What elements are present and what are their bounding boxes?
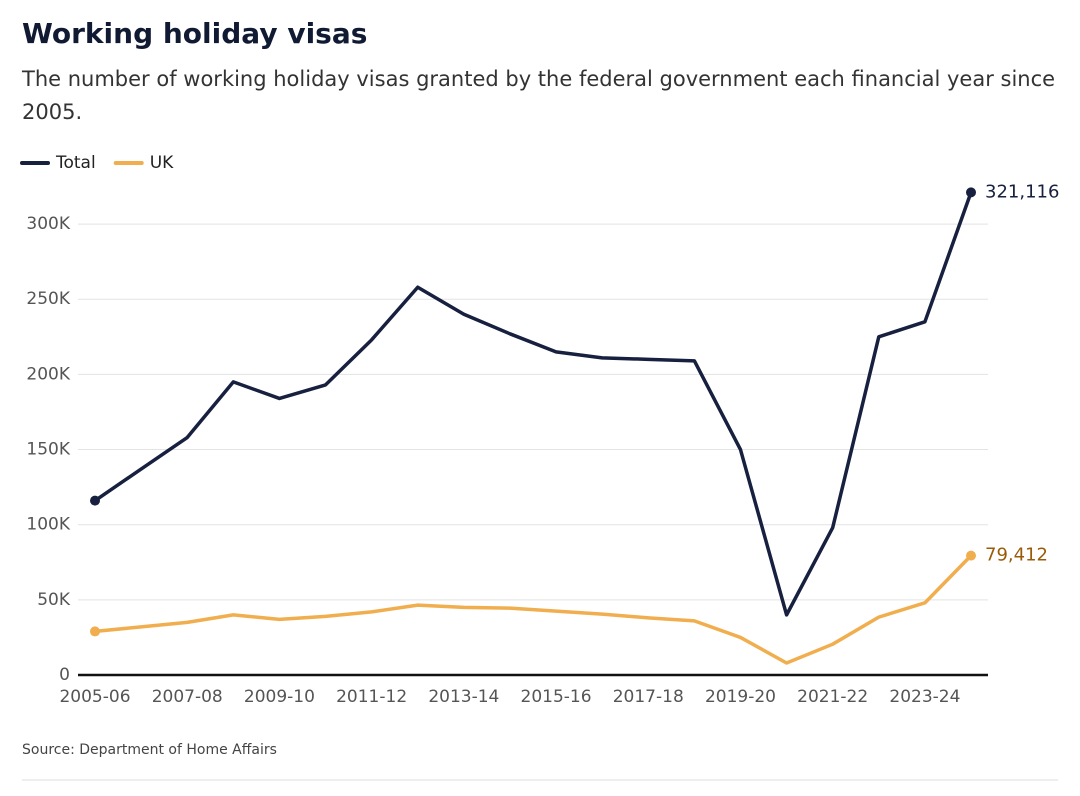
- x-tick-label: 2009-10: [244, 687, 315, 707]
- value-label: 321,116: [985, 181, 1059, 202]
- x-tick-label: 2021-22: [797, 687, 868, 707]
- chart-title: Working holiday visas: [22, 17, 367, 50]
- chart-subtitle: 2005.: [22, 100, 82, 124]
- chart-subtitle: The number of working holiday visas gran…: [21, 67, 1055, 91]
- line: [94, 191, 973, 617]
- x-tick-label: 2011-12: [336, 687, 407, 707]
- legend-label: UK: [150, 153, 174, 173]
- value-label: 79,412: [985, 545, 1048, 566]
- x-tick-label: 2017-18: [613, 687, 684, 707]
- point: [966, 187, 976, 198]
- x-tick-label: 2005-06: [59, 687, 130, 707]
- y-tick-label: 50K: [37, 590, 71, 610]
- x-tick-label: 2019-20: [705, 687, 776, 707]
- line: [94, 554, 973, 665]
- x-tick-label: 2015-16: [521, 687, 592, 707]
- x-tick-label: 2013-14: [428, 687, 499, 707]
- point: [966, 550, 976, 561]
- legend-label: Total: [55, 153, 96, 173]
- y-tick-label: 100K: [26, 515, 70, 535]
- point: [90, 626, 100, 637]
- y-tick-label: 200K: [26, 364, 70, 384]
- y-tick-label: 150K: [26, 440, 70, 460]
- source: Source: Department of Home Affairs: [22, 742, 277, 758]
- y-tick-label: 250K: [26, 289, 70, 309]
- x-tick-label: 2007-08: [152, 687, 223, 707]
- x-tick-label: 2023-24: [889, 687, 960, 707]
- y-tick-label: 300K: [26, 214, 70, 234]
- y-tick-label: 0: [59, 665, 70, 685]
- point: [90, 495, 100, 506]
